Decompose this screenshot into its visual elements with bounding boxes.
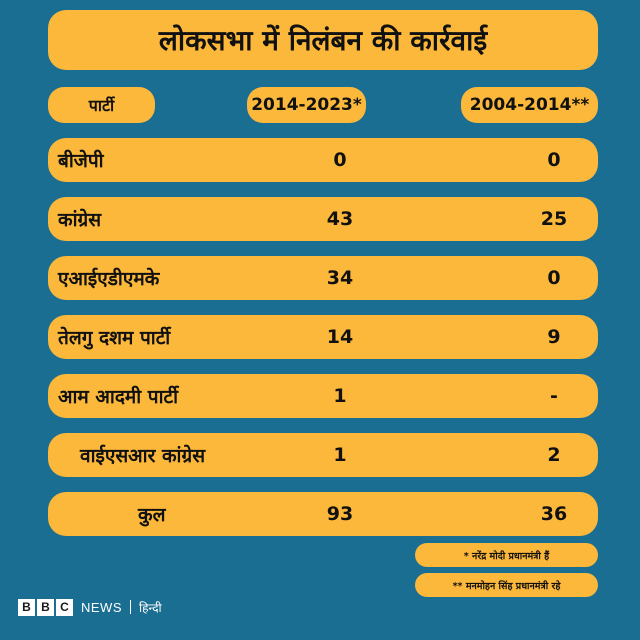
total-value-2004-2014: 36 (540, 503, 568, 525)
table-row-tdp: तेलगु दशम पार्टी 14 9 (48, 315, 598, 359)
row-party-name: तेलगु दशम पार्टी (58, 327, 171, 349)
row-value-2004-2014: 9 (547, 326, 561, 348)
logo-divider (130, 600, 131, 614)
table-row-bjp: बीजेपी 0 0 (48, 138, 598, 182)
row-party-name: कांग्रेस (58, 209, 102, 231)
column-header-2014-2023-text: 2014-2023* (251, 95, 362, 115)
bbc-news-hindi-logo: B B C NEWS हिन्दी (18, 598, 162, 616)
logo-news-text: NEWS (81, 599, 122, 615)
row-value-2004-2014: - (550, 385, 558, 407)
column-header-party-text: पार्टी (88, 96, 115, 115)
table-row-aap: आम आदमी पार्टी 1 - (48, 374, 598, 418)
row-party-name: बीजेपी (58, 150, 104, 172)
chart-title-text: लोकसभा में निलंबन की कार्रवाई (158, 24, 488, 57)
table-row-total: कुल 93 36 (48, 492, 598, 536)
row-value-2014-2023: 43 (326, 208, 354, 230)
table-row-ysr-congress: वाईएसआर कांग्रेस 1 2 (48, 433, 598, 477)
row-party-name: एआईएडीएमके (58, 268, 160, 290)
row-value-2004-2014: 0 (547, 267, 561, 289)
footnote-modi-text: * नरेंद्र मोदी प्रधानमंत्री हैं (463, 550, 550, 562)
total-label: कुल (138, 504, 166, 526)
row-value-2014-2023: 34 (326, 267, 354, 289)
footnote-modi: * नरेंद्र मोदी प्रधानमंत्री हैं (415, 543, 598, 567)
row-value-2004-2014: 0 (547, 149, 561, 171)
row-value-2014-2023: 0 (333, 149, 347, 171)
footnote-manmohan-text: ** मनमोहन सिंह प्रधानमंत्री रहे (452, 580, 561, 592)
logo-language-text: हिन्दी (139, 600, 162, 615)
bbc-letter-b2: B (37, 598, 54, 616)
chart-title: लोकसभा में निलंबन की कार्रवाई (48, 10, 598, 70)
row-value-2014-2023: 1 (333, 385, 347, 407)
column-header-party: पार्टी (48, 87, 155, 123)
row-value-2004-2014: 25 (540, 208, 568, 230)
column-header-2004-2014-text: 2004-2014** (469, 95, 590, 115)
table-row-aiadmk: एआईएडीएमके 34 0 (48, 256, 598, 300)
bbc-letter-c: C (56, 598, 73, 616)
row-party-name: आम आदमी पार्टी (58, 386, 179, 408)
table-row-congress: कांग्रेस 43 25 (48, 197, 598, 241)
row-value-2014-2023: 14 (326, 326, 354, 348)
row-value-2014-2023: 1 (333, 444, 347, 466)
bbc-letter-b1: B (18, 598, 35, 616)
column-header-2004-2014: 2004-2014** (461, 87, 598, 123)
column-header-2014-2023: 2014-2023* (247, 87, 366, 123)
total-value-2014-2023: 93 (326, 503, 354, 525)
row-value-2004-2014: 2 (547, 444, 561, 466)
row-party-name: वाईएसआर कांग्रेस (80, 445, 206, 467)
footnote-manmohan: ** मनमोहन सिंह प्रधानमंत्री रहे (415, 573, 598, 597)
